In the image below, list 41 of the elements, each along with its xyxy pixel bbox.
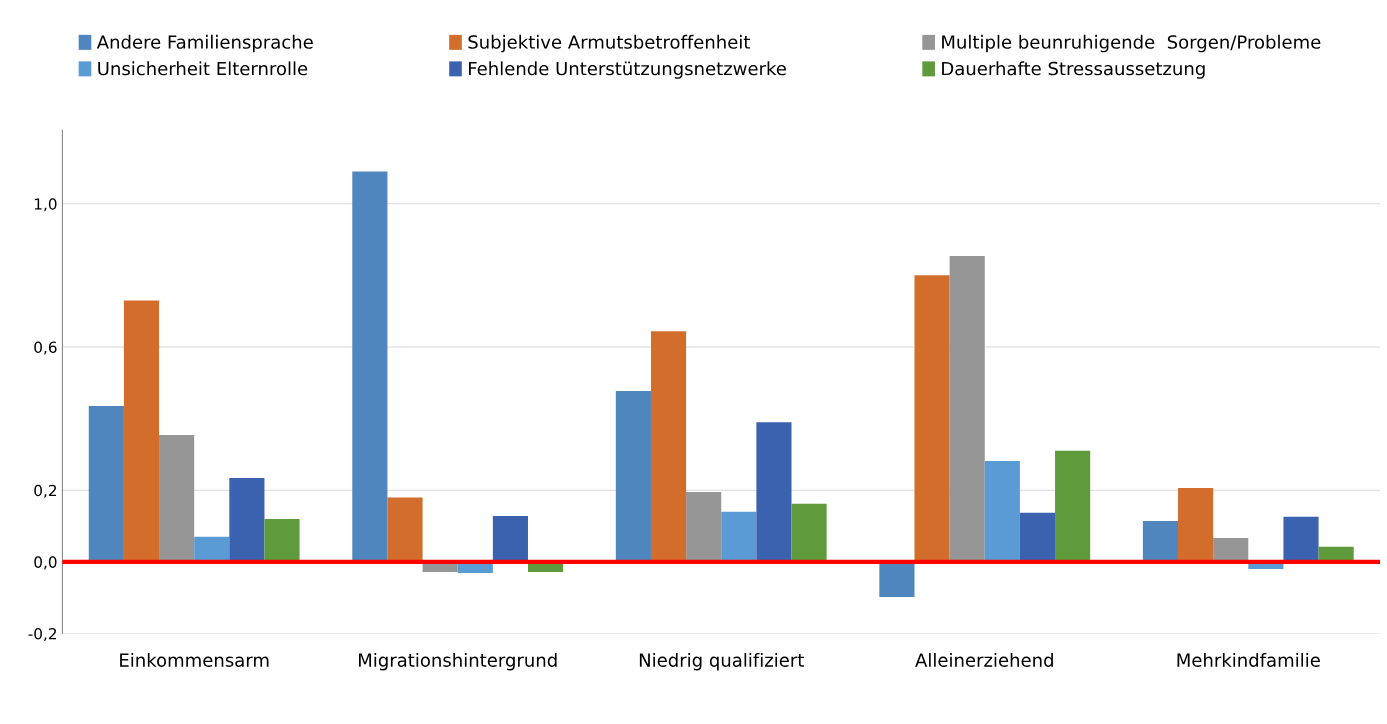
bar [88,406,124,562]
x-tick-label: Niedrig qualifiziert [639,652,804,671]
bar [721,511,757,562]
bar [123,300,160,562]
bar [756,422,792,562]
y-tick-label: 0,0 [34,556,57,570]
bar [879,561,915,597]
x-tick-label: Einkommensarm [120,652,269,667]
bar [1055,450,1091,562]
bar [1213,537,1249,562]
bar [352,171,388,562]
bar [984,460,1020,562]
bar [1283,516,1319,562]
bar [387,497,423,562]
bar [686,492,722,562]
legend-label: Fehlende Unterstützungsnetzwerke [469,61,786,79]
bar [1142,521,1179,562]
x-tick-label: Mehrkindfamilie [1177,652,1320,667]
y-tick-label: 0,2 [34,484,57,498]
bar [650,331,687,562]
bar [492,516,528,562]
bar [791,503,827,562]
y-tick-label: -0,2 [28,627,57,642]
y-tick-label: 1,0 [34,198,57,212]
y-tick-label: 0,6 [34,341,57,355]
x-tick-label: Alleinerziehend [915,652,1053,667]
bar [194,536,230,562]
legend-label: Multiple beunruhigende Sorgen/Probleme [942,34,1321,53]
legend-label: Andere Familiensprache [96,34,313,53]
bar [1178,488,1214,562]
bar [949,256,985,562]
legend-label: Dauerhafte Stressaussetzung [942,61,1205,79]
bar [615,391,651,562]
bar [914,275,950,562]
bar [159,435,195,562]
bar [1019,512,1056,562]
bar [229,478,265,562]
legend-label: Subjektive Armutsbetroffenheit [468,34,750,53]
legend-label: Unsicherheit Elternrolle [98,61,308,76]
bar [264,518,300,562]
x-tick-label: Migrationshintergrund [359,652,557,671]
